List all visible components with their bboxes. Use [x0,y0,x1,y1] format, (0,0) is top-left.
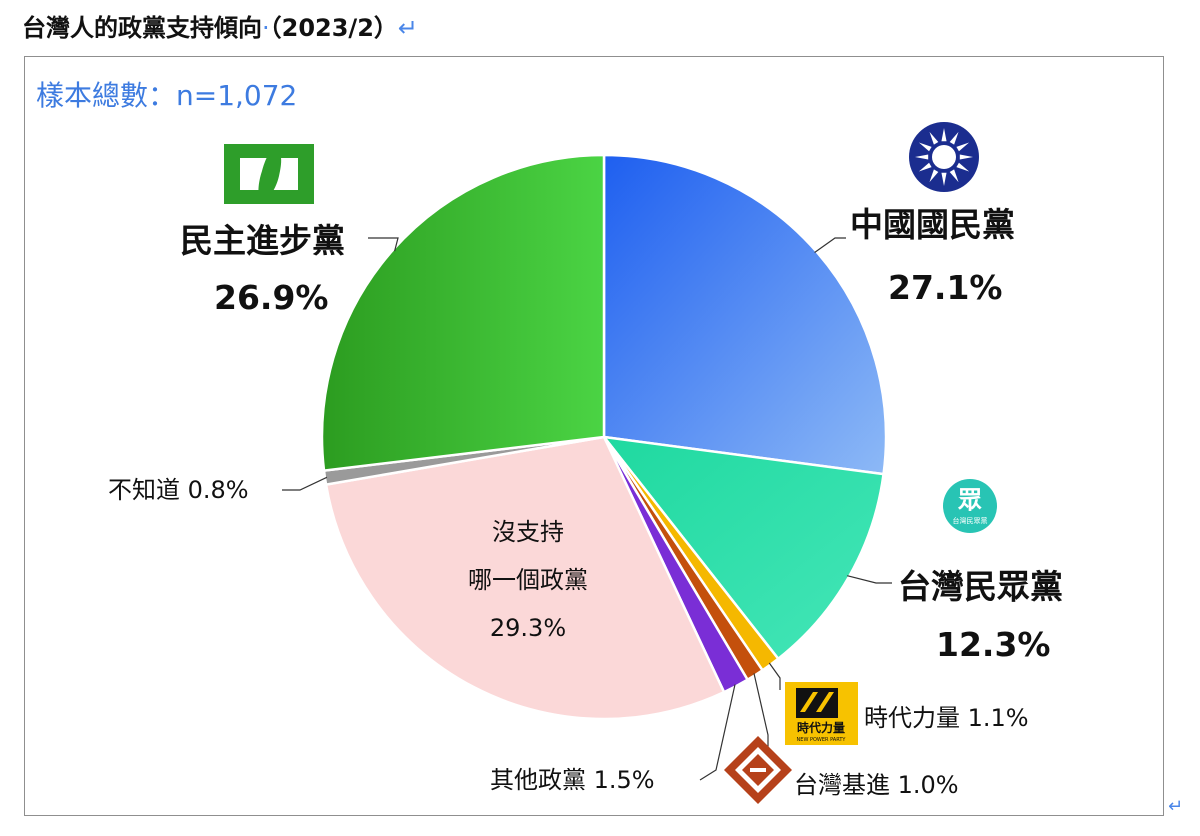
chart-frame [24,56,1164,816]
leader-line-tpp [847,575,892,584]
tpp-value: 12.3% [936,625,1051,664]
kmt-value: 27.1% [888,268,1003,307]
svg-text:NEW POWER PARTY: NEW POWER PARTY [797,737,847,743]
svg-text:台灣民眾黨: 台灣民眾黨 [953,516,988,525]
svg-text:眾: 眾 [957,486,982,514]
leader-line-npp [768,662,781,690]
pie-slice-dpp [320,153,606,472]
pie-slice-nonsupport [324,435,726,721]
dpp-label: 民主進步黨 [180,221,345,260]
npp-logo-icon: 時代力量 NEW POWER PARTY [785,682,858,745]
tsp-label: 台灣基進 1.0% [794,771,959,799]
page-title: 台灣人的政黨支持傾向·（2023/2）↵ [22,8,418,43]
title-date: （2023/2） [269,14,398,42]
dpp-value: 26.9% [214,278,329,317]
svg-text:時代力量: 時代力量 [797,720,845,735]
leader-line-dpp [368,237,399,252]
leader-lines [282,237,892,781]
paragraph-mark: ↵ [397,14,419,42]
kmt-emblem-icon [909,122,979,192]
tpp-logo-icon: 眾 台灣民眾黨 [943,479,997,533]
leader-line-other [699,684,736,781]
sample-size: 樣本總數：n=1,072 [36,79,298,112]
leader-line-kmt [814,237,846,253]
dunno-label: 不知道 0.8% [108,476,249,504]
pie-slices [320,153,888,721]
pie-slice-kmt [602,153,888,476]
other-label: 其他政黨 1.5% [490,766,655,794]
tsp-logo-icon [724,736,792,804]
leader-line-dunno [282,476,328,491]
kmt-label: 中國國民黨 [850,205,1015,244]
nonsupport-label: 沒支持 哪一個政黨 29.3% [468,518,588,642]
paragraph-mark-end: ↵ [1168,796,1184,817]
dpp-flag-icon [224,144,314,204]
title-text: 台灣人的政黨支持傾向 [22,14,262,42]
npp-label: 時代力量 1.1% [864,704,1029,732]
tpp-label: 台灣民眾黨 [898,567,1063,606]
title-dot: · [262,14,270,42]
